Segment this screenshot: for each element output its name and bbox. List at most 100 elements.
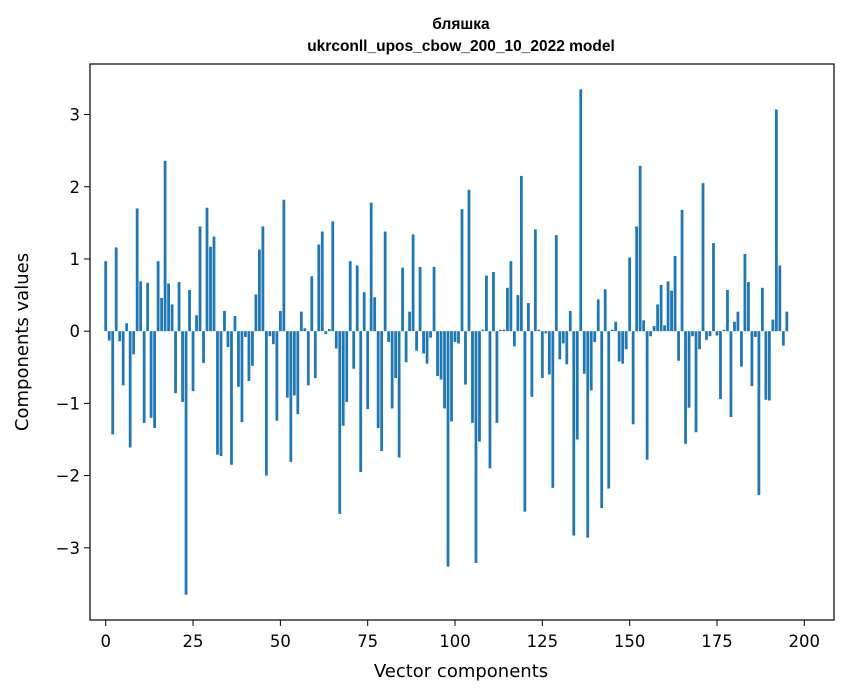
bar-57 [303, 328, 307, 332]
bar-183 [743, 253, 747, 332]
bar-60 [313, 331, 317, 379]
bar-47 [268, 331, 272, 337]
bar-84 [397, 331, 401, 458]
bar-144 [607, 331, 611, 489]
bar-175 [715, 331, 719, 336]
x-tick-label: 200 [789, 632, 821, 651]
bar-10 [139, 281, 143, 332]
bar-106 [474, 331, 478, 563]
bar-161 [666, 281, 670, 332]
bar-138 [586, 331, 590, 538]
bar-15 [156, 261, 160, 332]
bar-35 [226, 331, 230, 348]
bar-82 [390, 331, 394, 409]
bar-68 [341, 331, 345, 426]
bar-182 [740, 331, 743, 367]
bar-11 [142, 331, 146, 423]
bar-73 [359, 331, 363, 472]
bar-13 [149, 331, 153, 418]
bar-173 [708, 331, 712, 337]
bar-45 [261, 226, 265, 332]
bar-62 [320, 231, 324, 332]
bar-135 [575, 331, 579, 440]
bar-153 [638, 165, 642, 332]
bar-79 [380, 331, 384, 452]
bar-123 [533, 229, 537, 332]
bar-151 [631, 331, 635, 425]
y-tick-label: −2 [56, 467, 80, 486]
bar-52 [285, 331, 289, 398]
bar-170 [698, 331, 701, 350]
bar-122 [530, 331, 534, 397]
bar-6 [125, 323, 129, 332]
x-tick-label: 50 [270, 632, 291, 651]
bar-141 [596, 299, 600, 332]
bar-95 [436, 331, 439, 376]
bar-139 [589, 331, 593, 391]
bar-172 [705, 331, 708, 340]
bar-117 [513, 331, 516, 347]
bar-171 [701, 183, 705, 332]
bar-63 [324, 331, 328, 335]
bar-29 [205, 207, 209, 332]
bar-101 [457, 331, 460, 344]
bar-32 [216, 331, 219, 455]
bar-100 [453, 331, 457, 342]
bar-130 [558, 331, 562, 360]
bar-148 [621, 331, 625, 364]
bar-107 [478, 331, 481, 442]
bar-61 [317, 244, 321, 332]
bar-33 [219, 331, 223, 457]
bar-17 [163, 160, 167, 332]
bar-188 [761, 287, 764, 332]
bar-70 [348, 261, 352, 332]
bar-86 [404, 331, 408, 363]
y-tick-label: 3 [70, 106, 81, 125]
bar-7 [128, 331, 132, 448]
bar-166 [684, 331, 687, 444]
bar-184 [747, 282, 750, 332]
bar-194 [781, 331, 785, 346]
bar-165 [680, 209, 684, 332]
bar-77 [373, 297, 377, 332]
bar-128 [551, 331, 555, 488]
bar-93 [429, 331, 432, 338]
bar-103 [464, 331, 467, 385]
bar-154 [642, 320, 646, 332]
bar-71 [352, 331, 356, 369]
bar-5 [121, 331, 125, 386]
bar-121 [526, 303, 530, 332]
bar-118 [516, 295, 520, 332]
bar-55 [296, 331, 300, 415]
bar-127 [547, 331, 551, 375]
bar-115 [506, 287, 509, 332]
x-tick-label: 125 [527, 632, 559, 651]
bar-46 [265, 331, 268, 476]
x-tick-label: 0 [100, 632, 111, 651]
bar-18 [167, 283, 170, 332]
bar-109 [485, 275, 488, 332]
bar-164 [677, 331, 680, 361]
y-axis-label: Components values [12, 253, 33, 431]
x-tick-label: 25 [183, 632, 204, 651]
bar-89 [415, 331, 418, 351]
bar-94 [432, 266, 436, 332]
bar-169 [694, 331, 698, 433]
bar-132 [565, 331, 569, 365]
bar-167 [687, 331, 691, 408]
bar-39 [240, 331, 244, 423]
bar-152 [635, 226, 639, 332]
bar-142 [600, 331, 604, 509]
plot-frame [89, 63, 835, 621]
bar-78 [376, 331, 380, 428]
bar-168 [691, 331, 694, 337]
bar-43 [254, 294, 258, 332]
bar-189 [764, 331, 768, 400]
x-tick-label: 75 [357, 632, 378, 651]
bar-133 [568, 310, 572, 332]
bar-87 [408, 311, 411, 332]
bar-163 [673, 256, 677, 332]
bar-22 [181, 331, 184, 402]
bar-81 [387, 331, 391, 342]
